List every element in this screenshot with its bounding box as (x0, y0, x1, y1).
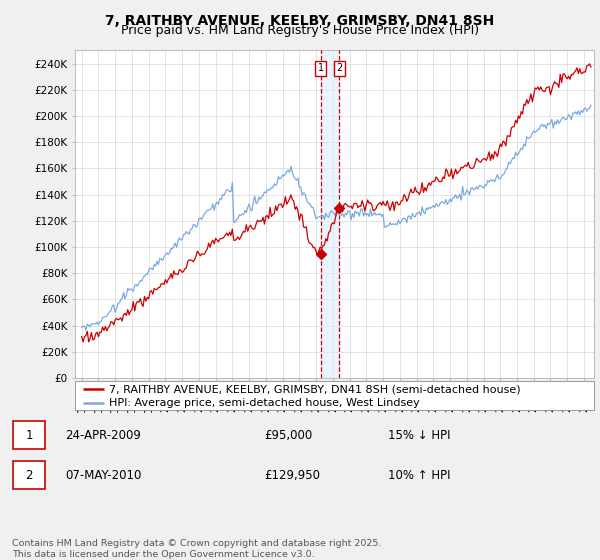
Text: Price paid vs. HM Land Registry's House Price Index (HPI): Price paid vs. HM Land Registry's House … (121, 24, 479, 37)
Text: HPI: Average price, semi-detached house, West Lindsey: HPI: Average price, semi-detached house,… (109, 398, 419, 408)
Bar (13, 421, 46, 449)
Text: 15% ↓ HPI: 15% ↓ HPI (388, 429, 451, 442)
Text: 7, RAITHBY AVENUE, KEELBY, GRIMSBY, DN41 8SH: 7, RAITHBY AVENUE, KEELBY, GRIMSBY, DN41… (106, 14, 494, 28)
Text: 07-MAY-2010: 07-MAY-2010 (65, 469, 141, 482)
Text: £95,000: £95,000 (265, 429, 313, 442)
Text: 24-APR-2009: 24-APR-2009 (65, 429, 140, 442)
Text: Contains HM Land Registry data © Crown copyright and database right 2025.
This d: Contains HM Land Registry data © Crown c… (12, 539, 382, 559)
Bar (13, 461, 46, 489)
Text: 10% ↑ HPI: 10% ↑ HPI (388, 469, 451, 482)
Text: 1: 1 (25, 429, 33, 442)
Text: 1: 1 (318, 63, 324, 73)
Text: 2: 2 (336, 63, 342, 73)
Text: 2: 2 (25, 469, 33, 482)
Bar (321, 50, 339, 378)
Text: £129,950: £129,950 (265, 469, 321, 482)
Text: 7, RAITHBY AVENUE, KEELBY, GRIMSBY, DN41 8SH (semi-detached house): 7, RAITHBY AVENUE, KEELBY, GRIMSBY, DN41… (109, 384, 520, 394)
